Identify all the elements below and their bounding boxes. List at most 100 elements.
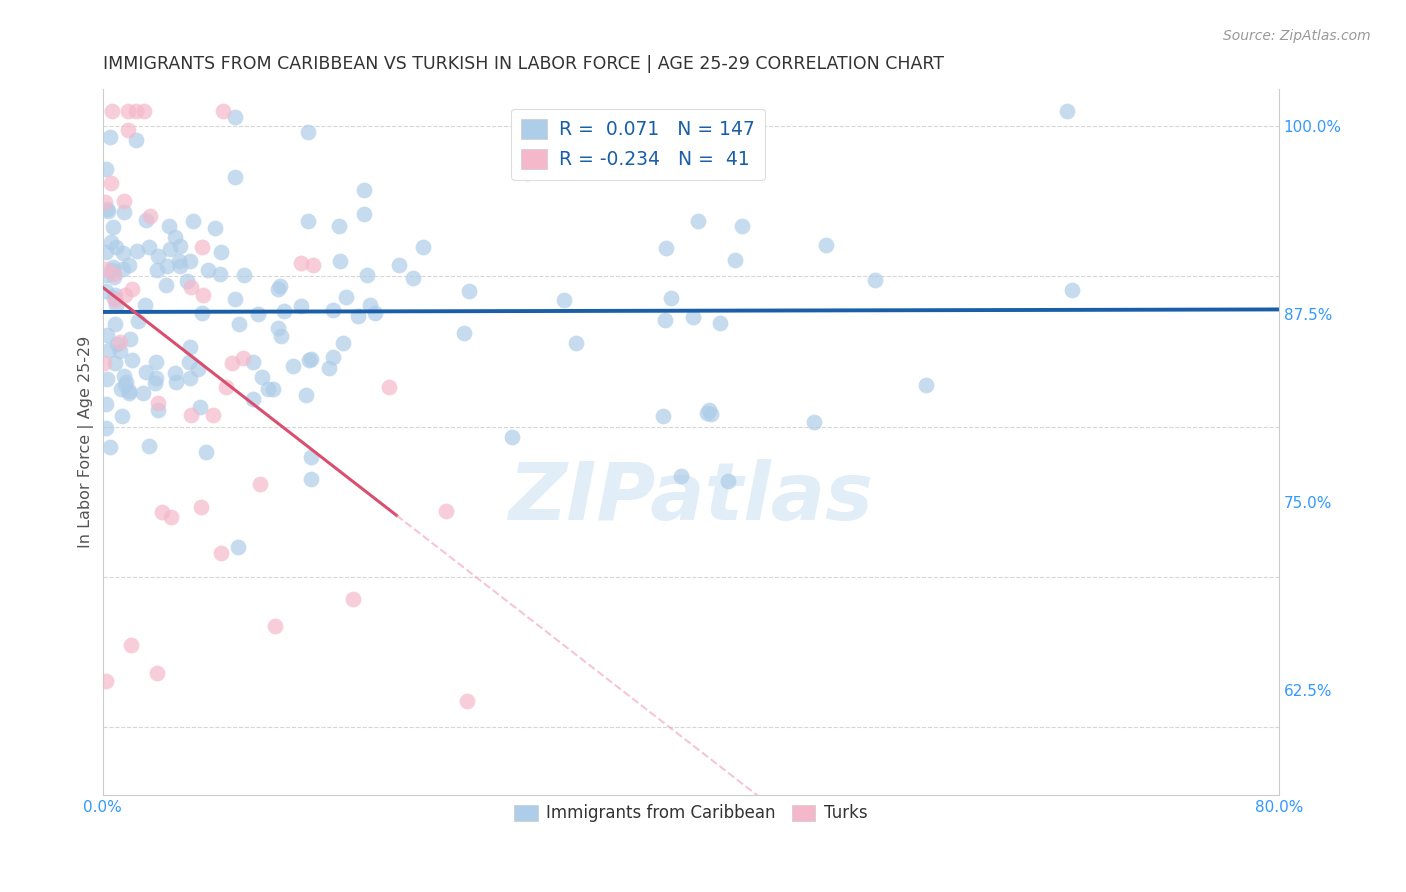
Point [127, 313, 149, 327]
Point [329, 254, 352, 268]
Point [155, 278, 177, 293]
Point [101, 220, 124, 235]
Point [169, 239, 191, 253]
Point [179, 370, 201, 384]
Point [709, 316, 731, 330]
Point [111, 246, 134, 260]
Point [226, 540, 249, 554]
Point [103, 291, 125, 305]
Point [120, 332, 142, 346]
Point [97, 343, 120, 358]
Point [125, 244, 148, 258]
Point [458, 284, 481, 298]
Point [697, 403, 720, 417]
Point [94, 285, 117, 299]
Point [111, 261, 134, 276]
Point [270, 329, 292, 343]
Point [132, 386, 155, 401]
Point [290, 299, 312, 313]
Point [121, 352, 143, 367]
Point [1056, 104, 1078, 119]
Point [295, 388, 318, 402]
Point [135, 213, 157, 227]
Point [915, 377, 938, 392]
Point [180, 408, 202, 422]
Point [169, 253, 191, 268]
Point [110, 344, 132, 359]
Point [724, 252, 747, 267]
Point [100, 235, 122, 250]
Point [139, 209, 162, 223]
Point [179, 340, 201, 354]
Point [250, 370, 273, 384]
Point [117, 104, 139, 119]
Point [814, 237, 837, 252]
Point [388, 259, 411, 273]
Point [730, 219, 752, 234]
Point [299, 351, 322, 366]
Point [209, 546, 232, 560]
Point [114, 378, 136, 392]
Point [322, 302, 344, 317]
Point [110, 334, 132, 349]
Point [412, 240, 434, 254]
Point [135, 366, 157, 380]
Point [100, 176, 122, 190]
Point [269, 279, 291, 293]
Point [152, 505, 174, 519]
Point [146, 665, 169, 680]
Point [197, 263, 219, 277]
Point [242, 392, 264, 406]
Point [179, 253, 201, 268]
Point [299, 472, 322, 486]
Point [148, 396, 170, 410]
Point [264, 618, 287, 632]
Point [1062, 283, 1084, 297]
Point [654, 313, 676, 327]
Point [682, 310, 704, 325]
Point [377, 380, 399, 394]
Point [146, 249, 169, 263]
Point [346, 310, 368, 324]
Point [193, 288, 215, 302]
Point [283, 359, 305, 373]
Point [125, 104, 148, 119]
Point [201, 408, 224, 422]
Point [181, 214, 204, 228]
Point [145, 262, 167, 277]
Point [98, 129, 121, 144]
Point [96, 202, 118, 216]
Point [232, 268, 254, 282]
Point [332, 336, 354, 351]
Point [138, 240, 160, 254]
Point [688, 112, 710, 127]
Point [118, 386, 141, 401]
Point [179, 355, 201, 369]
Point [353, 183, 375, 197]
Point [104, 298, 127, 312]
Point [696, 406, 718, 420]
Point [103, 267, 125, 281]
Point [652, 409, 675, 424]
Point [94, 244, 117, 259]
Point [114, 375, 136, 389]
Point [301, 258, 323, 272]
Point [356, 268, 378, 282]
Point [190, 500, 212, 515]
Point [188, 401, 211, 415]
Point [299, 450, 322, 464]
Point [297, 214, 319, 228]
Point [156, 259, 179, 273]
Point [456, 694, 478, 708]
Point [335, 290, 357, 304]
Point [169, 259, 191, 273]
Point [94, 673, 117, 688]
Point [564, 335, 586, 350]
Point [865, 273, 887, 287]
Point [101, 260, 124, 274]
Point [215, 380, 238, 394]
Point [224, 111, 246, 125]
Point [266, 320, 288, 334]
Point [94, 261, 117, 276]
Point [120, 638, 142, 652]
